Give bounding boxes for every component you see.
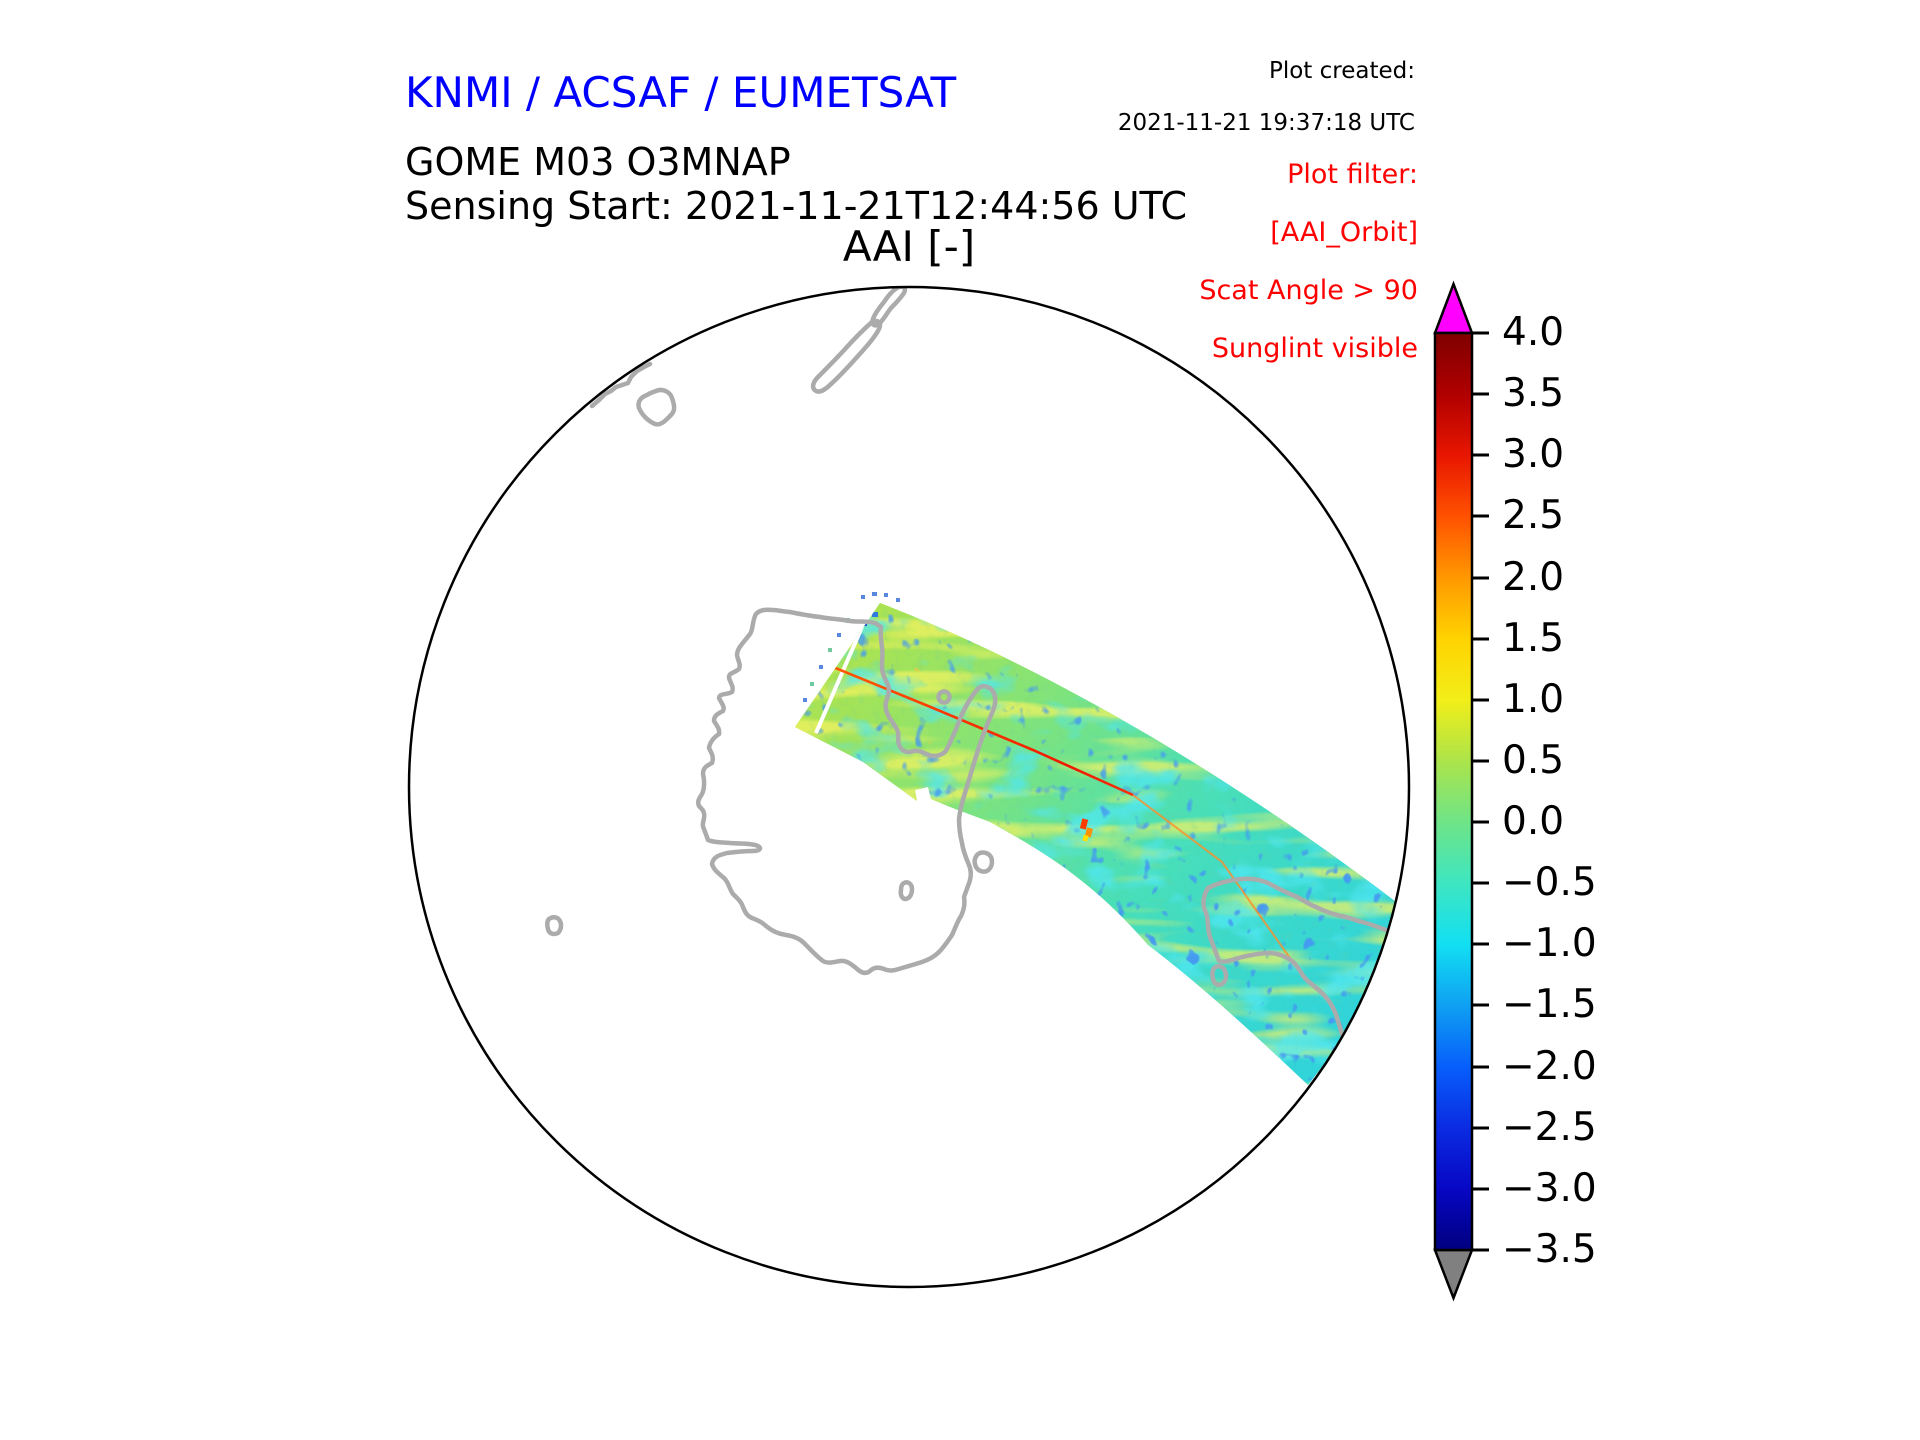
antarctica-coastline bbox=[695, 607, 998, 976]
colorbar-tick-label: 0.0 bbox=[1502, 799, 1565, 844]
sunglint-line-faint bbox=[1132, 794, 1303, 976]
new-zealand-south-island bbox=[810, 318, 883, 394]
coastal-island bbox=[936, 689, 952, 705]
small-island bbox=[545, 915, 564, 937]
plot-created-value: 2021-11-21 19:37:18 UTC bbox=[1117, 110, 1415, 136]
plot-filter-line: [AAI_Orbit] bbox=[1270, 217, 1418, 248]
agency-title: KNMI / ACSAF / EUMETSAT bbox=[405, 68, 957, 117]
colorbar-tick-label: 3.5 bbox=[1502, 371, 1565, 416]
plot-filter-line: Scat Angle > 90 bbox=[1199, 275, 1418, 306]
colorbar-over-arrow bbox=[1433, 280, 1474, 335]
colorbar-tick-label: −3.0 bbox=[1502, 1166, 1597, 1211]
plot-created-block: Plot created: 2021-11-21 19:37:18 UTC bbox=[1089, 58, 1415, 136]
colorbar-tick-label: −1.5 bbox=[1502, 982, 1597, 1027]
colorbar-tick-label: 1.5 bbox=[1502, 616, 1565, 661]
map-title: AAI [-] bbox=[842, 222, 976, 271]
colorbar-under-arrow bbox=[1433, 1248, 1474, 1302]
colorbar-tick-label: 3.0 bbox=[1502, 432, 1565, 477]
colorbar-tick-label: −2.5 bbox=[1502, 1105, 1597, 1150]
colorbar-tick-label: −3.5 bbox=[1502, 1227, 1597, 1272]
south-america-coastline bbox=[1205, 876, 1397, 936]
sensing-start: Sensing Start: 2021-11-21T12:44:56 UTC bbox=[405, 184, 1188, 228]
coastal-island bbox=[1210, 964, 1229, 988]
plot-filter-line: Sunglint visible bbox=[1211, 333, 1418, 364]
colorbar-tick-label: −0.5 bbox=[1502, 860, 1597, 905]
aerosol-hotspot bbox=[1079, 818, 1093, 842]
instrument-title: GOME M03 O3MNAP bbox=[405, 140, 791, 184]
colorbar-tick-label: 0.5 bbox=[1502, 738, 1565, 783]
colorbar bbox=[1433, 280, 1489, 1302]
south-america-coastline bbox=[1201, 885, 1346, 1061]
swath-gap-stripe bbox=[814, 626, 864, 734]
colorbar-tick-label: −1.0 bbox=[1502, 921, 1597, 966]
colorbar-gradient bbox=[1433, 331, 1474, 1252]
sunglint-line bbox=[832, 665, 1134, 797]
colorbar-ticks bbox=[1472, 331, 1489, 1252]
colorbar-tick-label: 2.5 bbox=[1502, 493, 1565, 538]
colorbar-tick-label: 2.0 bbox=[1502, 555, 1565, 600]
australia-coastline bbox=[589, 361, 653, 409]
coastal-island bbox=[898, 880, 915, 902]
coastal-island bbox=[972, 850, 995, 874]
plot-created-label: Plot created: bbox=[1268, 58, 1415, 84]
map-boundary-circle bbox=[407, 285, 1411, 1289]
plot-filter-block: Plot filter: [AAI_Orbit] Scat Angle > 90… bbox=[1165, 160, 1418, 363]
tasmania-island bbox=[636, 387, 677, 427]
plot-filter-title: Plot filter: bbox=[1287, 159, 1418, 190]
colorbar-tick-label: −2.0 bbox=[1502, 1044, 1597, 1089]
colorbar-tick-label: 4.0 bbox=[1502, 310, 1565, 355]
colorbar-tick-label: 1.0 bbox=[1502, 677, 1565, 722]
